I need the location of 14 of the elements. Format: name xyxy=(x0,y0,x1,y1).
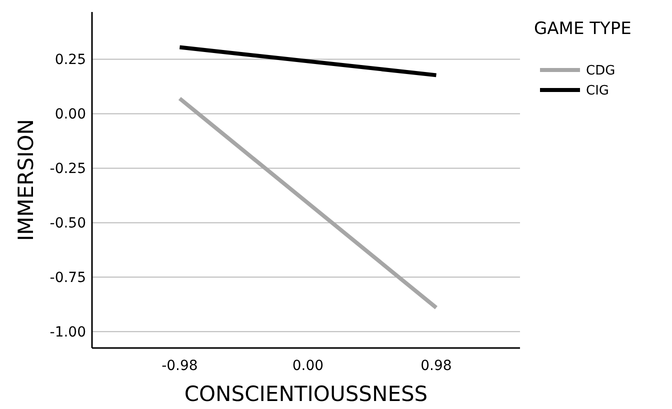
x-tick-label: 0.00 xyxy=(292,358,324,374)
x-tick-label: -0.98 xyxy=(162,358,198,374)
y-tick-label: 0.00 xyxy=(54,106,86,123)
legend-label: CIG xyxy=(586,84,609,99)
y-tick-label: -0.25 xyxy=(50,161,86,178)
legend-label: CDG xyxy=(586,64,616,79)
x-tick-label: 0.98 xyxy=(420,358,452,374)
y-tick-label: -0.50 xyxy=(50,216,86,232)
legend-title: GAME TYPE xyxy=(534,19,632,39)
y-axis-title: IMMERSION xyxy=(14,118,38,242)
x-axis-title: CONSCIENTIOUSSNESS xyxy=(184,382,428,406)
y-tick-label: 0.25 xyxy=(54,52,86,68)
y-tick-label: -1.00 xyxy=(50,324,86,341)
y-tick-label: -0.75 xyxy=(50,270,86,286)
